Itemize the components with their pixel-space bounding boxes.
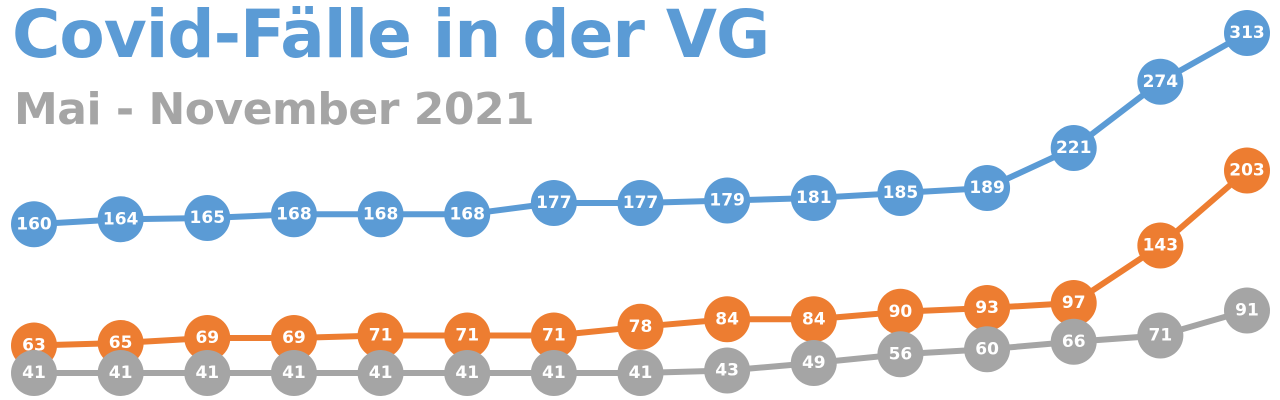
- data-label: 160: [16, 214, 52, 234]
- data-point: [617, 180, 664, 226]
- data-point: [530, 312, 577, 359]
- data-point: [877, 170, 924, 216]
- data-point: [184, 315, 231, 361]
- data-point: [964, 326, 1011, 373]
- data-label: 93: [975, 298, 999, 318]
- data-label: 41: [282, 363, 306, 383]
- data-label: 69: [195, 328, 219, 348]
- data-point: [357, 350, 404, 396]
- data-point: [790, 175, 837, 221]
- data-label: 181: [796, 188, 832, 208]
- data-point: [530, 180, 577, 226]
- data-label: 71: [1149, 326, 1173, 346]
- data-point: [790, 296, 837, 343]
- data-point: [444, 312, 491, 359]
- series-blue: 160 164 165 168 168 168 177 177 179 181 185 189 221 2…: [11, 10, 1270, 248]
- data-label: 168: [449, 204, 485, 224]
- data-label: 203: [1229, 161, 1265, 181]
- data-label: 168: [276, 204, 312, 224]
- data-label: 313: [1229, 23, 1265, 43]
- data-point: [444, 350, 491, 396]
- data-point: [444, 191, 491, 238]
- data-label: 41: [109, 363, 133, 383]
- data-label: 274: [1143, 72, 1179, 92]
- data-point: [790, 340, 837, 386]
- data-label: 71: [369, 326, 393, 346]
- data-label: 91: [1235, 301, 1259, 321]
- data-point: [97, 196, 144, 243]
- data-point: [1137, 58, 1184, 105]
- data-point: [617, 350, 664, 396]
- data-point: [11, 201, 57, 248]
- data-label: 69: [282, 328, 306, 348]
- data-label: 60: [975, 339, 999, 359]
- chart-subtitle: Mai - November 2021: [14, 84, 535, 135]
- data-point: [877, 288, 924, 335]
- data-point: [704, 177, 751, 224]
- data-label: 41: [369, 363, 393, 383]
- chart-title: Covid-Fälle in der VG: [12, 0, 770, 73]
- data-label: 143: [1143, 236, 1179, 256]
- series-orange: 63 65 69 69 71 71 71 78 84 84 90 93 97 143 203: [11, 147, 1270, 369]
- data-point: [270, 350, 317, 396]
- data-point: [97, 350, 144, 396]
- data-label: 164: [103, 209, 139, 229]
- data-label: 90: [889, 302, 913, 322]
- data-point: [617, 303, 664, 350]
- data-point: [1050, 318, 1097, 365]
- data-label: 41: [455, 363, 479, 383]
- data-label: 84: [715, 309, 739, 329]
- data-label: 221: [1056, 138, 1092, 158]
- data-label: 56: [889, 344, 913, 364]
- series-gray: 41 41 41 41 41 41 41 41 43 49 56 60 66 71 91: [11, 287, 1270, 396]
- data-point: [877, 331, 924, 378]
- data-point: [964, 285, 1011, 331]
- data-point: [530, 350, 577, 396]
- data-label: 43: [715, 361, 739, 381]
- data-label: 78: [629, 317, 653, 337]
- data-label: 185: [883, 183, 919, 203]
- data-point: [1224, 147, 1270, 194]
- data-label: 71: [542, 326, 566, 346]
- data-label: 165: [190, 208, 226, 228]
- data-point: [1224, 287, 1270, 334]
- data-label: 63: [22, 336, 46, 356]
- data-point: [1137, 222, 1184, 269]
- data-point: [270, 315, 317, 361]
- data-point: [184, 195, 231, 241]
- data-point: [1050, 125, 1097, 171]
- data-label: 71: [455, 326, 479, 346]
- data-point: [357, 191, 404, 238]
- data-label: 168: [363, 204, 399, 224]
- data-point: [184, 350, 231, 396]
- data-point: [11, 350, 57, 396]
- data-label: 41: [542, 363, 566, 383]
- data-label: 84: [802, 309, 826, 329]
- data-label: 41: [22, 363, 46, 383]
- data-label: 177: [623, 193, 659, 213]
- data-point: [704, 347, 751, 394]
- data-label: 41: [629, 363, 653, 383]
- data-point: [964, 165, 1011, 211]
- data-label: 65: [109, 333, 133, 353]
- data-point: [704, 296, 751, 343]
- data-label: 189: [969, 178, 1005, 198]
- data-point: [357, 312, 404, 359]
- data-point: [270, 191, 317, 238]
- data-point: [1224, 10, 1270, 56]
- data-label: 179: [709, 191, 745, 211]
- data-label: 66: [1062, 332, 1086, 352]
- data-point: [1050, 280, 1097, 326]
- data-label: 97: [1062, 293, 1086, 313]
- data-label: 41: [195, 363, 219, 383]
- data-label: 49: [802, 353, 826, 373]
- data-label: 177: [536, 193, 572, 213]
- data-point: [1137, 312, 1184, 359]
